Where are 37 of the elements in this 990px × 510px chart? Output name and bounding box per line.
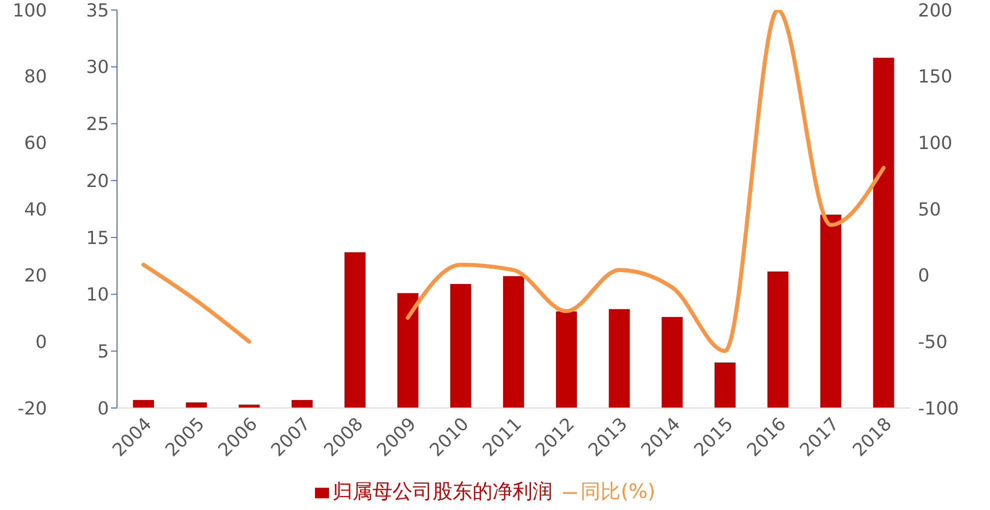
y3-tick-label: 80: [24, 66, 47, 88]
bar: [714, 362, 736, 408]
bar: [873, 58, 894, 408]
y3-tick-label: 100: [12, 0, 47, 22]
y3-tick-label: 20: [24, 266, 47, 287]
y3-tick-label: -20: [18, 398, 47, 420]
y2-tick-label: 100: [918, 133, 952, 154]
y-tick-label: 20: [86, 170, 109, 192]
legend-label: 同比(%): [580, 479, 656, 503]
y3-tick-label: 0: [36, 332, 47, 354]
y-tick-label: 0: [98, 398, 109, 420]
y2-tick-label: -50: [918, 332, 948, 354]
bar: [397, 293, 418, 408]
y2-tick-label: 0: [918, 266, 930, 287]
y-tick-label: 5: [98, 342, 109, 363]
y-tick-label: 10: [86, 284, 109, 306]
bar: [503, 276, 524, 408]
y2-tick-label: -100: [918, 398, 959, 420]
y-tick-label: 15: [86, 228, 109, 249]
y2-tick-label: 50: [918, 199, 941, 220]
bar: [608, 309, 630, 408]
bar: [767, 272, 788, 408]
y-tick-label: 30: [86, 57, 109, 78]
bar: [344, 252, 366, 408]
bar: [820, 214, 842, 408]
bar: [662, 317, 683, 408]
y-tick-label: 25: [86, 114, 109, 136]
bar: [556, 311, 577, 408]
y2-tick-label: 150: [918, 66, 952, 88]
legend-label: 归属母公司股东的净利润: [332, 479, 553, 503]
bar: [133, 400, 154, 408]
y3-tick-label: 40: [24, 199, 47, 220]
bar: [450, 284, 472, 408]
y3-tick-label: 60: [24, 133, 47, 154]
y-tick-label: 35: [86, 0, 109, 22]
bar: [292, 400, 313, 408]
y2-tick-label: 200: [918, 0, 952, 22]
